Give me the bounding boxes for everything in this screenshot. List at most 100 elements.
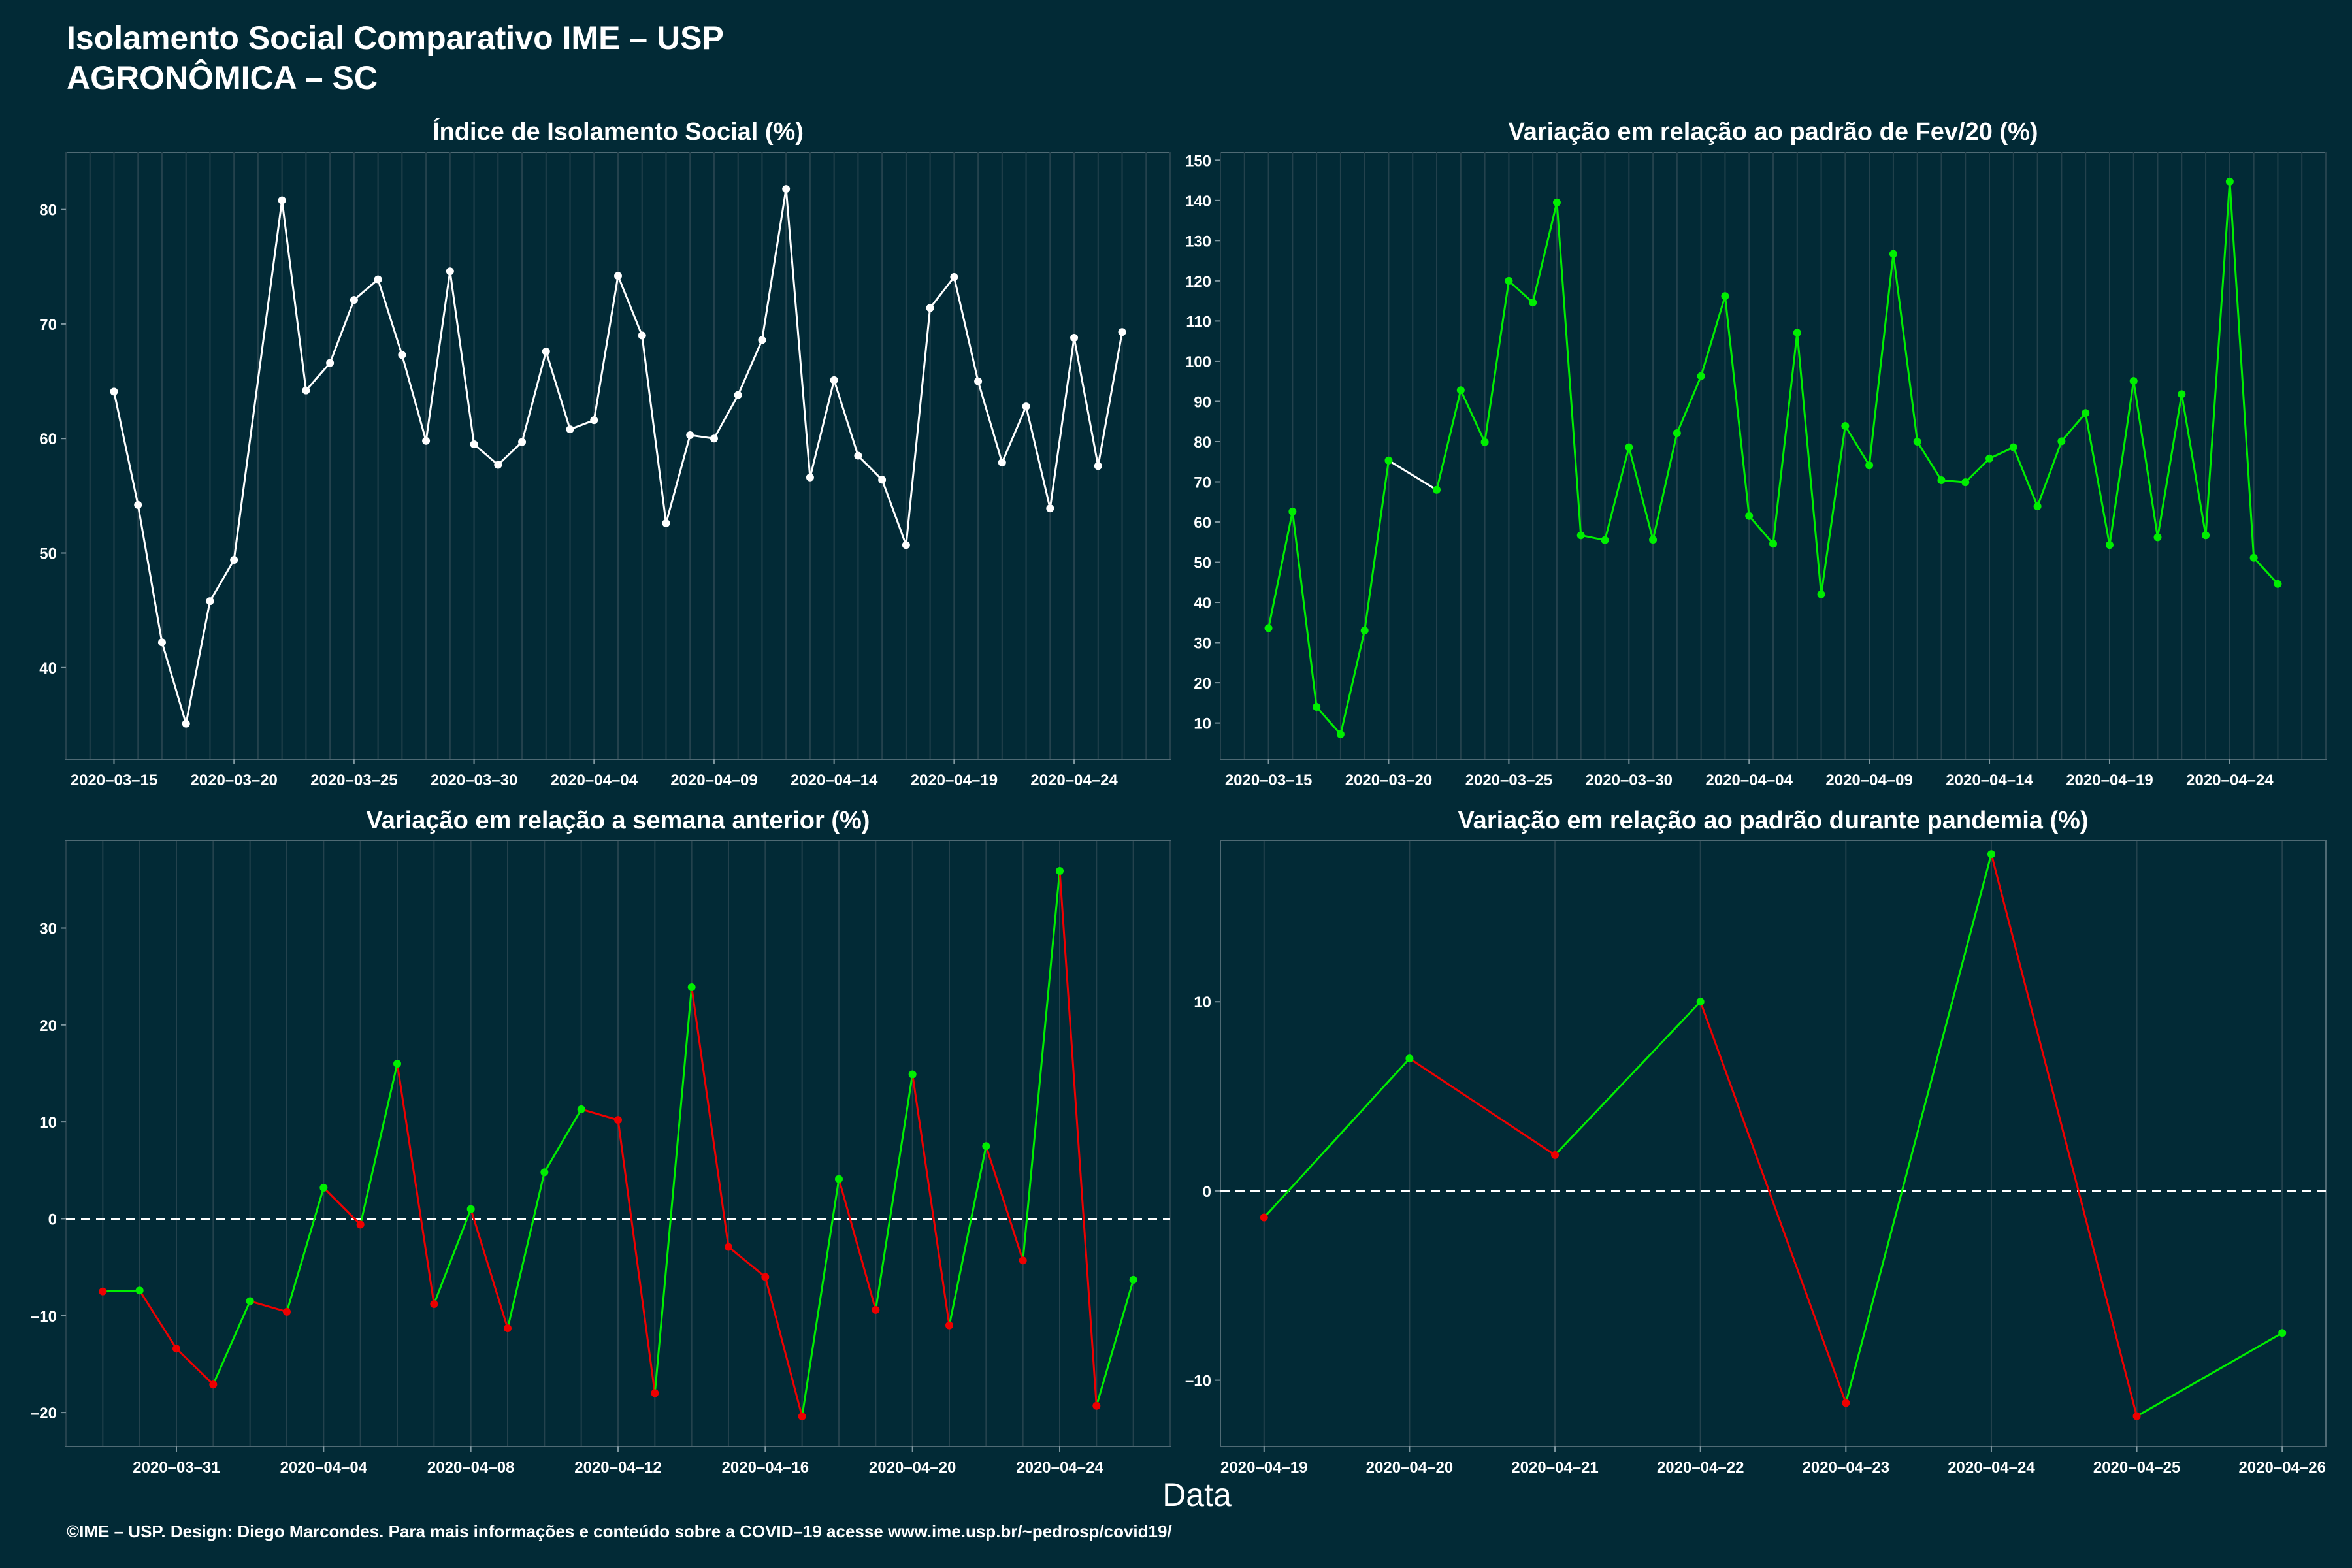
series-line-segment xyxy=(1820,425,1846,595)
data-point xyxy=(134,500,142,509)
series-line-segment xyxy=(1409,1057,1556,1156)
panel-title: Índice de Isolamento Social (%) xyxy=(433,117,804,146)
data-point xyxy=(1913,437,1921,446)
series-line-segment xyxy=(690,434,715,440)
y-tick-label: 100 xyxy=(1185,353,1211,371)
series-line-segment xyxy=(161,642,188,725)
y-tick-label: 90 xyxy=(1194,393,1211,411)
series-line-segment xyxy=(1699,1001,1847,1403)
data-point xyxy=(1889,250,1897,258)
series-line-segment xyxy=(948,1145,987,1326)
y-tick-label: 130 xyxy=(1185,233,1211,250)
data-point xyxy=(2225,177,2234,186)
series-line-segment xyxy=(175,1348,214,1386)
series-line-segment xyxy=(2204,181,2231,536)
series-line-segment xyxy=(653,987,693,1394)
series-line-segment xyxy=(713,394,740,439)
y-tick-label: –20 xyxy=(31,1405,57,1422)
series-line-segment xyxy=(2136,1331,2283,1417)
series-line-segment xyxy=(286,1187,325,1313)
y-tick-label: –10 xyxy=(31,1308,57,1326)
x-tick-label: 2020–03–30 xyxy=(431,772,517,789)
isolation-index-panel: 2020–03–15 2020–03–20 2020–03–25 2020–03–30… xyxy=(39,152,1171,789)
data-point xyxy=(974,377,983,385)
data-point xyxy=(902,541,910,549)
y-tick-label: 120 xyxy=(1185,273,1211,291)
series-line-segment xyxy=(1339,630,1366,735)
series-line-segment xyxy=(1868,253,1895,466)
series-line-segment xyxy=(1990,853,2138,1417)
footer-credit: ©IME – USP. Design: Diego Marcondes. Par… xyxy=(67,1522,1172,1541)
data-point xyxy=(1552,198,1561,206)
data-point xyxy=(878,476,887,484)
x-tick-label: 2020–04–16 xyxy=(722,1459,809,1477)
series-line-segment xyxy=(760,188,787,340)
series-line-segment xyxy=(233,200,284,561)
series-line-segment xyxy=(433,1209,472,1305)
data-point xyxy=(1985,454,1994,463)
series-line-segment xyxy=(473,443,499,466)
series-line-segment xyxy=(545,351,571,430)
y-tick-label: 80 xyxy=(39,202,57,220)
series-line-segment xyxy=(1097,331,1123,466)
series-line-segment xyxy=(1001,406,1027,463)
data-point xyxy=(1842,1399,1850,1407)
x-tick-label: 2020–04–04 xyxy=(280,1459,368,1477)
x-tick-label: 2020–04–24 xyxy=(1030,772,1118,789)
data-point xyxy=(374,275,382,284)
data-point xyxy=(2202,531,2210,540)
series-line-segment xyxy=(1627,447,1654,540)
series-line-segment xyxy=(985,1145,1024,1261)
data-point xyxy=(1576,531,1585,540)
y-tick-label: 20 xyxy=(1194,675,1211,693)
data-point xyxy=(950,273,958,282)
y-tick-label: –10 xyxy=(1185,1373,1211,1390)
plot-area xyxy=(1220,840,2327,1447)
data-point xyxy=(687,983,696,991)
data-point xyxy=(945,1321,953,1330)
series-line-segment xyxy=(581,1108,619,1121)
series-line-segment xyxy=(1025,406,1051,509)
series-line-segment xyxy=(449,271,476,445)
data-point xyxy=(651,1389,659,1397)
x-tick-label: 2020–03–25 xyxy=(310,772,397,789)
data-point xyxy=(725,1243,732,1251)
series-line-segment xyxy=(1460,389,1486,443)
series-line-segment xyxy=(1508,280,1534,304)
data-point xyxy=(1264,624,1273,632)
y-tick-label: 60 xyxy=(1194,514,1211,532)
series-line-segment xyxy=(281,200,307,391)
data-point xyxy=(1697,372,1705,380)
y-tick-label: 0 xyxy=(48,1211,57,1228)
data-point xyxy=(830,376,838,384)
series-line-segment xyxy=(470,1209,509,1329)
series-line-segment xyxy=(1364,460,1390,631)
x-tick-label: 2020–04–24 xyxy=(2186,772,2274,789)
data-point xyxy=(182,719,190,728)
data-point xyxy=(2057,437,2066,446)
x-tick-label: 2020–04–04 xyxy=(551,772,638,789)
x-tick-label: 2020–03–15 xyxy=(1225,772,1312,789)
series-line-segment xyxy=(2132,380,2159,538)
series-line-segment xyxy=(929,276,955,309)
data-point xyxy=(1721,292,1729,301)
y-tick-label: 140 xyxy=(1185,193,1211,210)
data-point xyxy=(446,267,454,276)
data-point xyxy=(1673,429,1681,438)
x-tick-label: 2020–04–09 xyxy=(670,772,757,789)
data-point xyxy=(1118,328,1126,336)
y-tick-label: 40 xyxy=(1194,595,1211,612)
data-point xyxy=(206,597,214,606)
series-line-segment xyxy=(874,1074,914,1311)
data-point xyxy=(326,359,335,367)
data-point xyxy=(590,416,598,425)
y-tick-label: 30 xyxy=(1194,635,1211,653)
series-line-segment xyxy=(185,600,211,724)
series-line-segment xyxy=(953,276,979,382)
data-point xyxy=(1022,402,1030,411)
series-line-segment xyxy=(665,434,691,524)
series-line-segment xyxy=(2084,413,2111,546)
data-point xyxy=(761,1273,770,1281)
main-title-line2: AGRONÔMICA – SC xyxy=(67,59,378,96)
series-line-segment xyxy=(1263,1058,1411,1218)
